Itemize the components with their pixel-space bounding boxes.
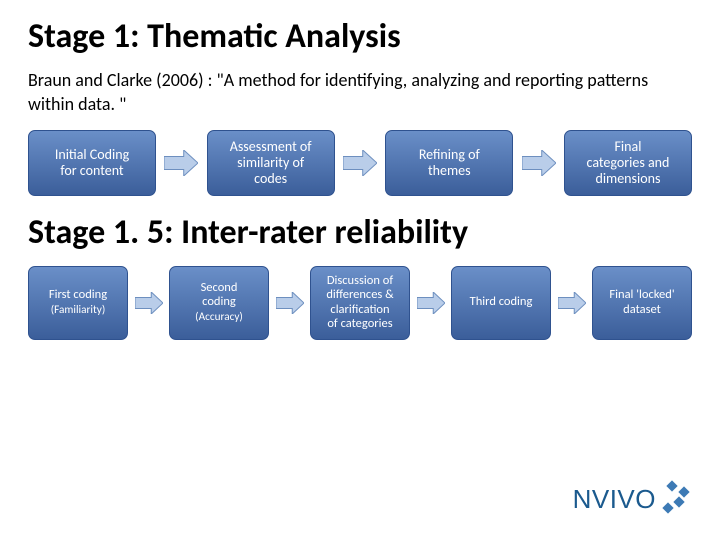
stage1-flow: Initial Codingfor content Assessment ofs… [28,130,692,196]
stage1-box-2-label: Refining ofthemes [419,147,480,179]
stage1-box-3-label: Finalcategories anddimensions [587,139,670,187]
stage15-box-3: Third coding [451,266,551,340]
stage15-box-2-label: Discussion ofdifferences &clarificationo… [326,274,393,332]
stage15-box-4-label: Final 'locked'dataset [609,288,674,317]
nvivo-logo-text: NVIVO [573,484,656,515]
stage15-title: Stage 1. 5: Inter-rater reliability [28,214,692,251]
stage15-box-2: Discussion ofdifferences &clarificationo… [310,266,410,340]
stage1-arrow-1 [343,150,377,176]
stage15-box-1-label: Secondcoding [201,281,238,310]
stage1-box-0-label: Initial Codingfor content [55,147,129,179]
stage1-box-0: Initial Codingfor content [28,130,156,196]
stage1-subtitle: Braun and Clarke (2006) : "A method for … [28,69,668,116]
stage15-box-0-sublabel: (Familiarity) [51,304,106,317]
stage15-box-1: Secondcoding(Accuracy) [169,266,269,340]
stage15-box-4: Final 'locked'dataset [592,266,692,340]
stage15-flow: First coding (Familiarity) Secondcoding(A… [28,266,692,340]
stage15-arrow-1 [276,292,304,314]
stage15-box-1-sublabel: (Accuracy) [195,311,243,324]
stage1-arrow-2 [522,150,556,176]
nvivo-logo: NVIVO [573,480,692,518]
stage1-box-1-label: Assessment ofsimilarity ofcodes [230,139,312,187]
stage1-box-1: Assessment ofsimilarity ofcodes [207,130,335,196]
stage15-arrow-2 [417,292,445,314]
stage15-box-3-label: Third coding [470,295,533,309]
stage1-box-2: Refining ofthemes [385,130,513,196]
stage15-box-0-label: First coding [49,288,107,302]
stage1-title: Stage 1: Thematic Analysis [28,18,692,55]
stage1-box-3: Finalcategories anddimensions [564,130,692,196]
nvivo-logo-diamonds [660,480,692,518]
stage1-arrow-0 [164,150,198,176]
stage15-arrow-0 [135,292,163,314]
stage15-arrow-3 [558,292,586,314]
stage15-box-0: First coding (Familiarity) [28,266,128,340]
